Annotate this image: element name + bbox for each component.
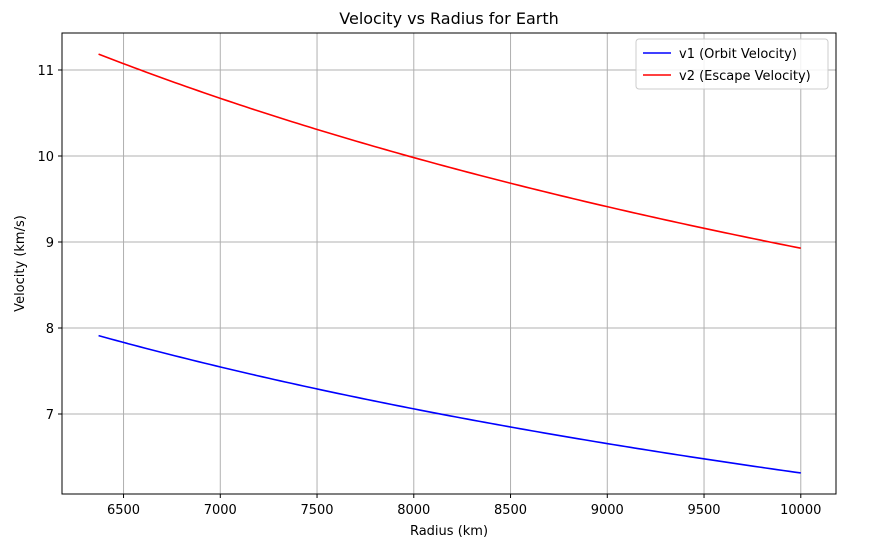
chart-title: Velocity vs Radius for Earth <box>339 9 558 28</box>
y-axis-label: Velocity (km/s) <box>13 215 28 312</box>
y-tick-label: 7 <box>46 408 54 423</box>
x-tick-label: 9500 <box>687 503 720 518</box>
y-tick-label: 8 <box>46 322 54 337</box>
x-tick-label: 6500 <box>107 503 140 518</box>
legend: v1 (Orbit Velocity) v2 (Escape Velocity) <box>635 38 829 90</box>
x-axis-label: Radius (km) <box>410 524 488 539</box>
x-tick-label: 8000 <box>397 503 430 518</box>
axis-ticks: 6500 7000 7500 8000 8500 9000 9500 10000 7 8 9 10 11 <box>37 64 821 518</box>
x-tick-label: 9000 <box>591 503 624 518</box>
series-line-1 <box>98 334 801 474</box>
y-tick-label: 9 <box>46 236 54 251</box>
y-tick-label: 11 <box>37 64 54 79</box>
grid-lines <box>62 33 836 494</box>
plot-frame <box>61 32 837 495</box>
legend-label-2: v2 (Escape Velocity) <box>679 69 811 84</box>
x-tick-label: 10000 <box>780 503 821 518</box>
legend-label-1: v1 (Orbit Velocity) <box>679 47 797 62</box>
legend-box <box>635 38 829 90</box>
x-tick-label: 7500 <box>300 503 333 518</box>
series-line-2 <box>98 53 801 250</box>
y-tick-label: 10 <box>37 150 54 165</box>
x-tick-label: 8500 <box>494 503 527 518</box>
x-tick-label: 7000 <box>204 503 237 518</box>
series-lines <box>98 53 801 474</box>
